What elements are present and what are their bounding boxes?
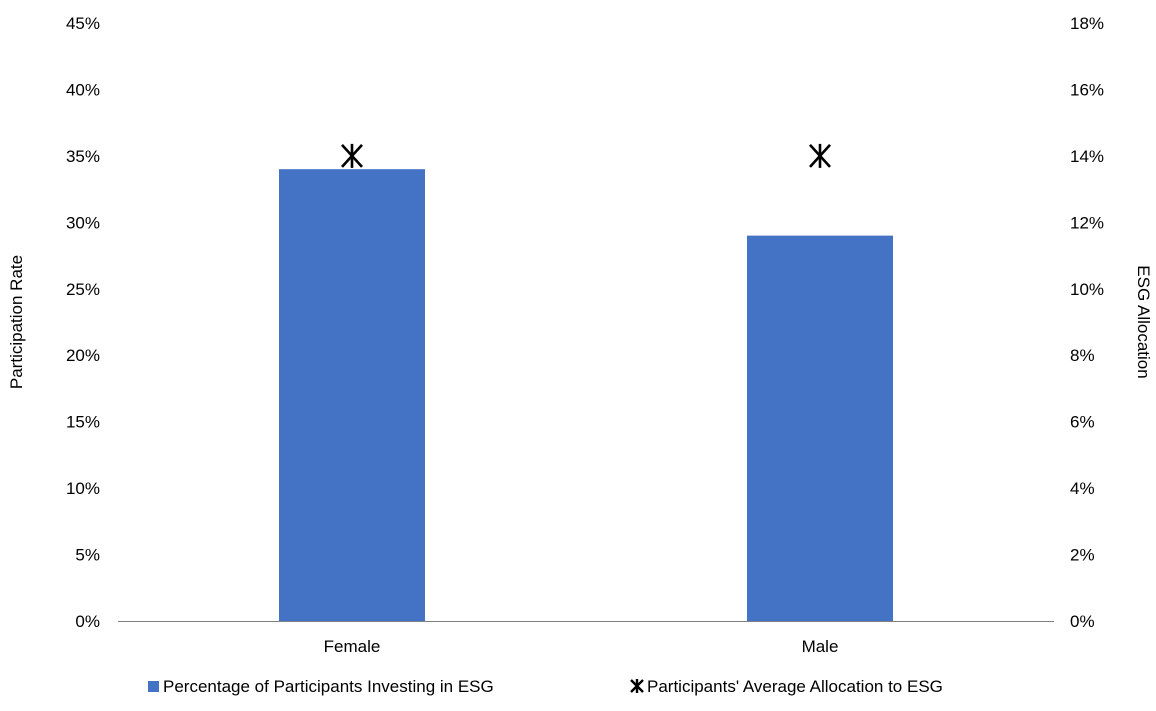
marker-male: [809, 143, 831, 168]
left-axis-tick-label: 0%: [75, 612, 100, 631]
left-axis-tick-label: 30%: [66, 213, 100, 232]
right-axis-tick-label: 14%: [1070, 147, 1104, 166]
right-axis-tick-label: 4%: [1070, 479, 1095, 498]
left-axis-tick-label: 25%: [66, 280, 100, 299]
right-axis-tick-label: 10%: [1070, 280, 1104, 299]
right-axis-tick-label: 18%: [1070, 14, 1104, 33]
legend-marker-swatch: [630, 679, 644, 693]
left-axis-tick-label: 45%: [66, 14, 100, 33]
left-axis-tick-label: 35%: [66, 147, 100, 166]
x-axis-category-label: Male: [802, 637, 839, 656]
legend-bar-swatch: [148, 681, 159, 692]
right-axis-tick-label: 16%: [1070, 80, 1104, 99]
left-axis-tick-label: 10%: [66, 479, 100, 498]
left-axis-tick-label: 40%: [66, 80, 100, 99]
left-axis-title: Participation Rate: [7, 255, 26, 389]
left-axis-tick-label: 20%: [66, 346, 100, 365]
marker-female: [341, 143, 363, 168]
bar-female: [279, 169, 425, 621]
left-axis-tick-label: 5%: [75, 546, 100, 565]
right-axis-title: ESG Allocation: [1134, 265, 1153, 378]
bar-male: [747, 235, 893, 621]
right-axis-tick-label: 6%: [1070, 413, 1095, 432]
legend-label-marker-series: Participants' Average Allocation to ESG: [647, 677, 943, 696]
left-axis-tick-label: 15%: [66, 413, 100, 432]
x-axis-category-label: Female: [324, 637, 381, 656]
legend-label-bar-series: Percentage of Participants Investing in …: [163, 677, 494, 696]
right-axis-tick-label: 12%: [1070, 213, 1104, 232]
right-axis-tick-label: 0%: [1070, 612, 1095, 631]
right-axis-tick-label: 2%: [1070, 546, 1095, 565]
right-axis-tick-label: 8%: [1070, 346, 1095, 365]
